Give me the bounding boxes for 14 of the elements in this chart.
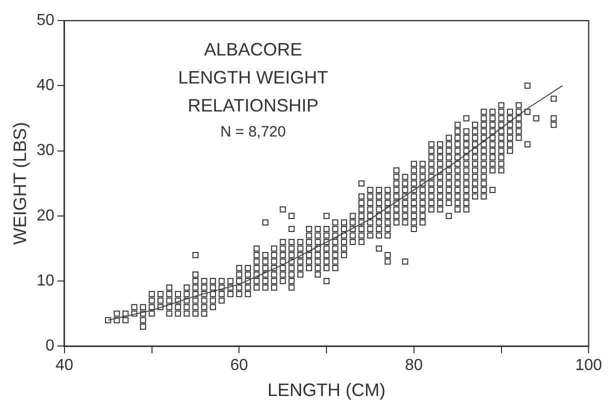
y-tick-label: 40 [36, 77, 54, 94]
y-tick-label: 30 [36, 142, 54, 160]
x-tick-label: 80 [405, 357, 423, 374]
text: N = 8,720 [220, 124, 286, 141]
x-tick-label: 40 [56, 357, 74, 374]
y-tick-label: 0 [45, 338, 54, 355]
y-tick-label: 20 [36, 207, 54, 224]
x-tick-label: 100 [575, 357, 602, 374]
text: ALBACORE LENGTH WEIGHT RELATIONSHIP [178, 40, 328, 116]
y-axis-title: WEIGHT (LBS) [10, 122, 30, 245]
x-tick-label: 60 [230, 357, 248, 374]
y-tick-label: 50 [36, 12, 54, 30]
y-tick-label: 10 [36, 272, 54, 290]
x-axis-title: LENGTH (CM) [268, 380, 386, 400]
